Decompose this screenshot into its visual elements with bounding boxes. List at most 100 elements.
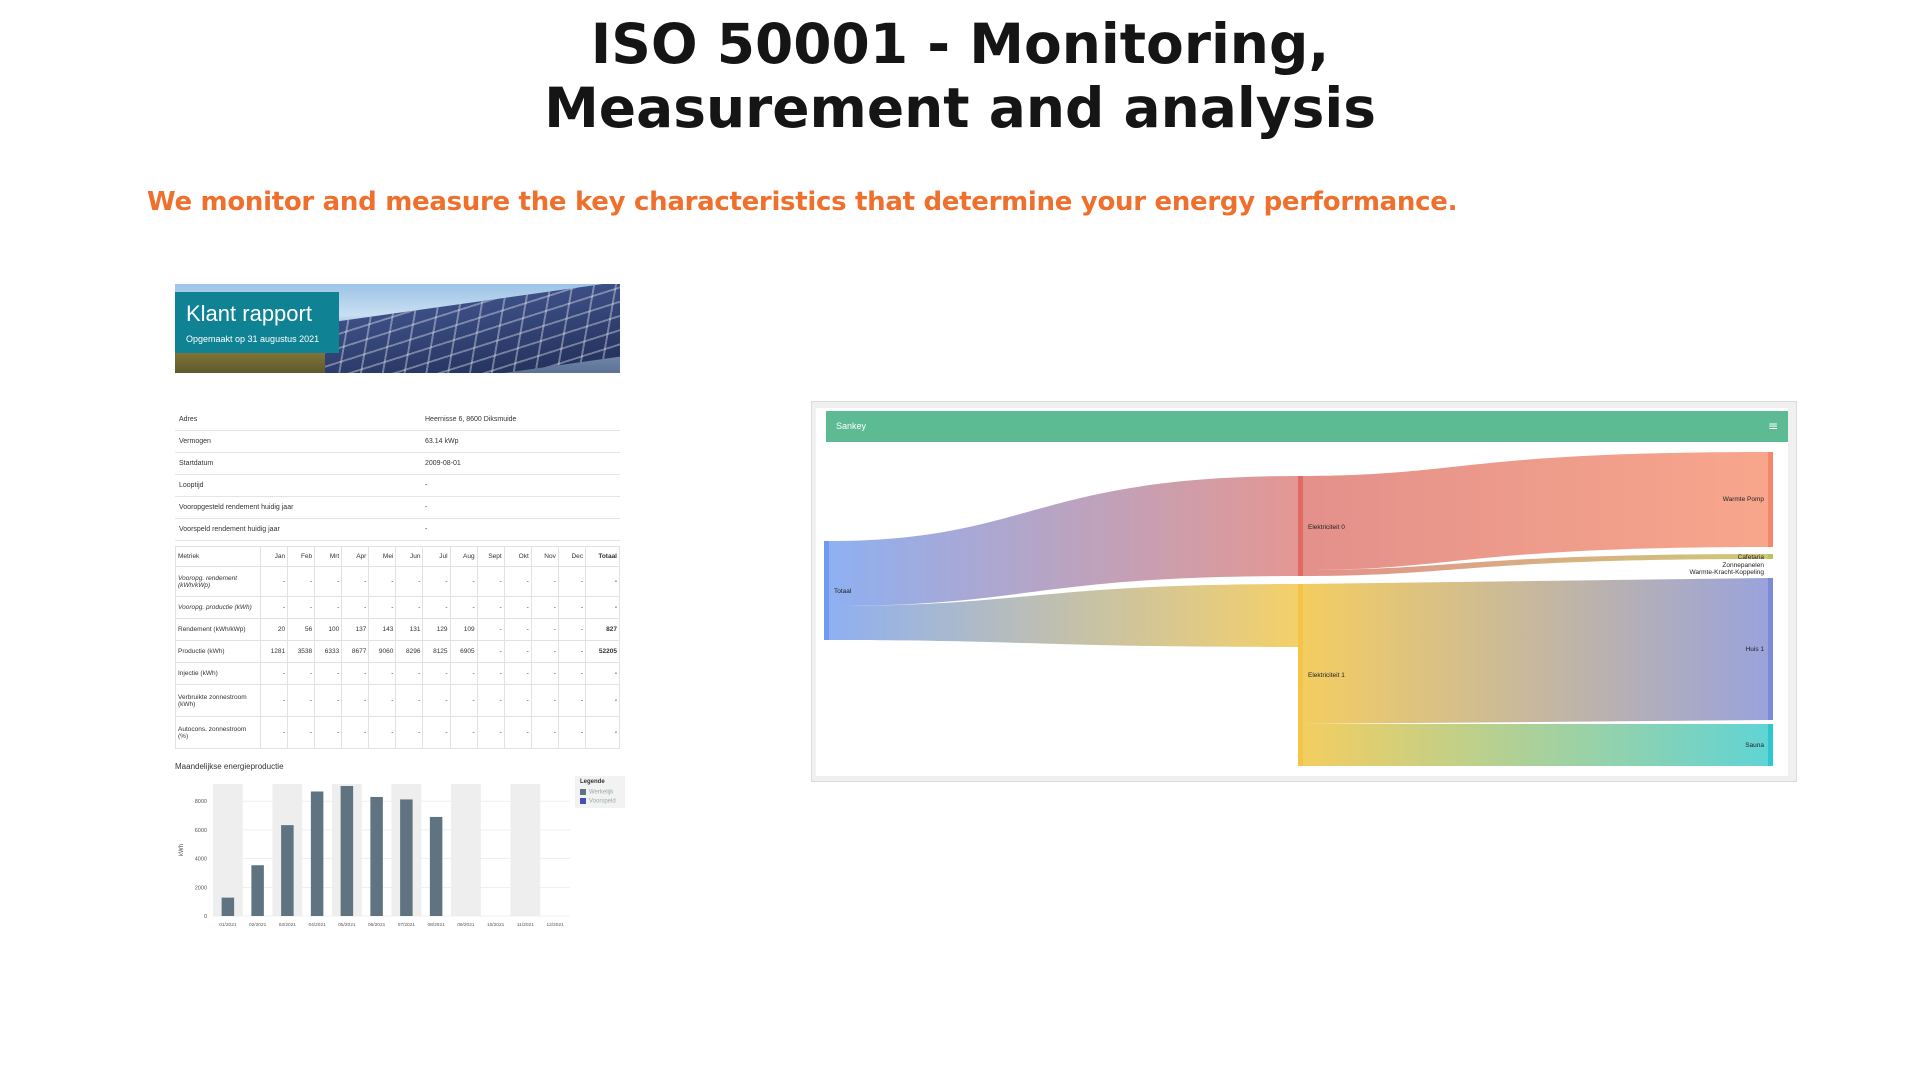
x-tick-label: 03/2021: [279, 922, 297, 928]
sliders-icon[interactable]: ≡: [1767, 419, 1778, 433]
table-cell: -: [585, 662, 620, 685]
table-cell: -: [585, 596, 620, 619]
table-cell: -: [503, 662, 532, 685]
table-cell: Vooropg. productie (kWh): [175, 596, 261, 619]
table-cell: -: [395, 684, 424, 717]
table-cell: -: [395, 716, 424, 749]
table-cell: -: [422, 662, 451, 685]
report-date: Opgemaakt op 31 augustus 2021: [186, 334, 320, 344]
metrics-header-cell[interactable]: Metriek: [175, 546, 261, 567]
table-cell: Verbruikte zonnestroom (kWh): [175, 684, 261, 717]
table-cell: -: [530, 640, 559, 663]
y-tick-label: 8000: [195, 799, 207, 805]
table-cell: -: [585, 684, 620, 717]
page-title: ISO 50001 - Monitoring, Measurement and …: [0, 12, 1920, 140]
table-cell: 8677: [341, 640, 370, 663]
table-cell: -: [259, 596, 289, 619]
table-cell: -: [530, 596, 559, 619]
table-cell: -: [395, 662, 424, 685]
table-cell: -: [287, 716, 316, 749]
sankey-node-elektriciteit1: [1298, 584, 1303, 766]
table-cell: -: [368, 596, 397, 619]
table-cell: -: [530, 618, 559, 641]
table-cell: -: [530, 716, 559, 749]
info-key: Vermogen: [179, 438, 211, 445]
metrics-header-cell[interactable]: Apr: [341, 546, 370, 567]
table-row: Productie (kWh) 1281 3538 6333 8677 9060 8296 8…: [175, 640, 620, 663]
x-tick-label: 11/2021: [517, 922, 534, 928]
sankey-link-totaal-elektriciteit1: [828, 584, 1300, 647]
table-cell: -: [314, 662, 343, 685]
table-cell: 827: [585, 618, 620, 641]
bar-08/2021: [429, 816, 443, 916]
table-cell: Injectie (kWh): [175, 662, 261, 685]
table-cell: -: [449, 662, 478, 685]
table-row: Autocons. zonnestroom (%) - - - - - - - - - - - - -: [175, 716, 620, 749]
chart-band: [510, 784, 541, 916]
bar-01/2021: [221, 897, 235, 916]
table-cell: -: [341, 684, 370, 717]
table-cell: -: [341, 716, 370, 749]
table-cell: -: [395, 566, 424, 597]
sankey-widget: Totaal Elektriciteit 0 Elektriciteit 1 W…: [811, 401, 1797, 782]
table-cell: -: [557, 662, 587, 685]
table-cell: 6333: [314, 640, 343, 663]
table-cell: -: [341, 662, 370, 685]
info-value: -: [425, 526, 428, 533]
bar-04/2021: [310, 791, 324, 916]
sankey-node-sauna: [1768, 724, 1773, 766]
metrics-header-cell[interactable]: Feb: [287, 546, 316, 567]
table-cell: 100: [314, 618, 343, 641]
sankey-link-elektriciteit1-sauna: [1300, 724, 1770, 766]
sankey-label-totaal: Totaal: [834, 588, 852, 595]
table-cell: Autocons. zonnestroom (%): [175, 716, 261, 749]
monthly-chart-title: Maandelijkse energieproductie: [175, 762, 284, 771]
y-tick-label: 6000: [195, 828, 207, 834]
table-row: Vooropg. productie (kWh) - - - - - - - - - - - - -: [175, 596, 620, 619]
sankey-node-cafetaria: [1768, 554, 1773, 559]
metrics-header-cell[interactable]: Nov: [530, 546, 559, 567]
table-cell: 8125: [422, 640, 451, 663]
legend-title: Legende: [580, 779, 605, 785]
info-key: Vooropgesteld rendement huidig jaar: [179, 504, 294, 511]
table-cell: -: [449, 596, 478, 619]
page-title-line2: Measurement and analysis: [544, 76, 1376, 140]
bar-07/2021: [400, 799, 413, 916]
metrics-header-cell[interactable]: Sept: [476, 546, 505, 567]
table-cell: -: [449, 566, 478, 597]
x-tick-label: 01/2021: [219, 922, 237, 928]
info-value: -: [425, 482, 428, 489]
table-cell: -: [422, 684, 451, 717]
metrics-header-cell[interactable]: Mei: [368, 546, 397, 567]
table-cell: -: [259, 566, 289, 597]
metrics-header-cell[interactable]: Dec: [557, 546, 587, 567]
metrics-header-cell[interactable]: Mrt: [314, 546, 343, 567]
table-cell: -: [287, 662, 316, 685]
chart-band: [213, 784, 243, 916]
sankey-label-sauna: Sauna: [1745, 742, 1764, 749]
page-title-line1: ISO 50001 - Monitoring,: [590, 12, 1330, 76]
x-tick-label: 02/2021: [249, 922, 267, 928]
metrics-header-cell[interactable]: Jun: [395, 546, 424, 567]
banner-card: Klant rapport Opgemaakt op 31 augustus 2…: [175, 292, 339, 353]
table-cell: -: [368, 566, 397, 597]
x-tick-label: 12/2021: [546, 922, 564, 928]
table-cell: -: [530, 684, 559, 717]
sankey-diagram: Totaal Elektriciteit 0 Elektriciteit 1 W…: [824, 452, 1773, 766]
metrics-header-cell[interactable]: Okt: [503, 546, 532, 567]
sankey-label-huis1: Huis 1: [1746, 646, 1765, 653]
table-cell: -: [449, 684, 478, 717]
info-row: Adres Heernisse 6, 8600 Diksmuide: [175, 409, 620, 431]
legend-swatch-forecast: [580, 798, 586, 804]
metrics-header-cell[interactable]: Jan: [259, 546, 289, 567]
table-cell: -: [287, 684, 316, 717]
table-cell: -: [259, 716, 289, 749]
sankey-link-totaal-elektriciteit0: [828, 476, 1300, 606]
metrics-header-cell[interactable]: Totaal: [585, 546, 620, 567]
table-cell: 3538: [287, 640, 316, 663]
metrics-header-cell[interactable]: Jul: [422, 546, 451, 567]
table-cell: 6905: [449, 640, 478, 663]
table-cell: 52205: [585, 640, 620, 663]
metrics-header-cell[interactable]: Aug: [449, 546, 478, 567]
table-cell: -: [422, 716, 451, 749]
